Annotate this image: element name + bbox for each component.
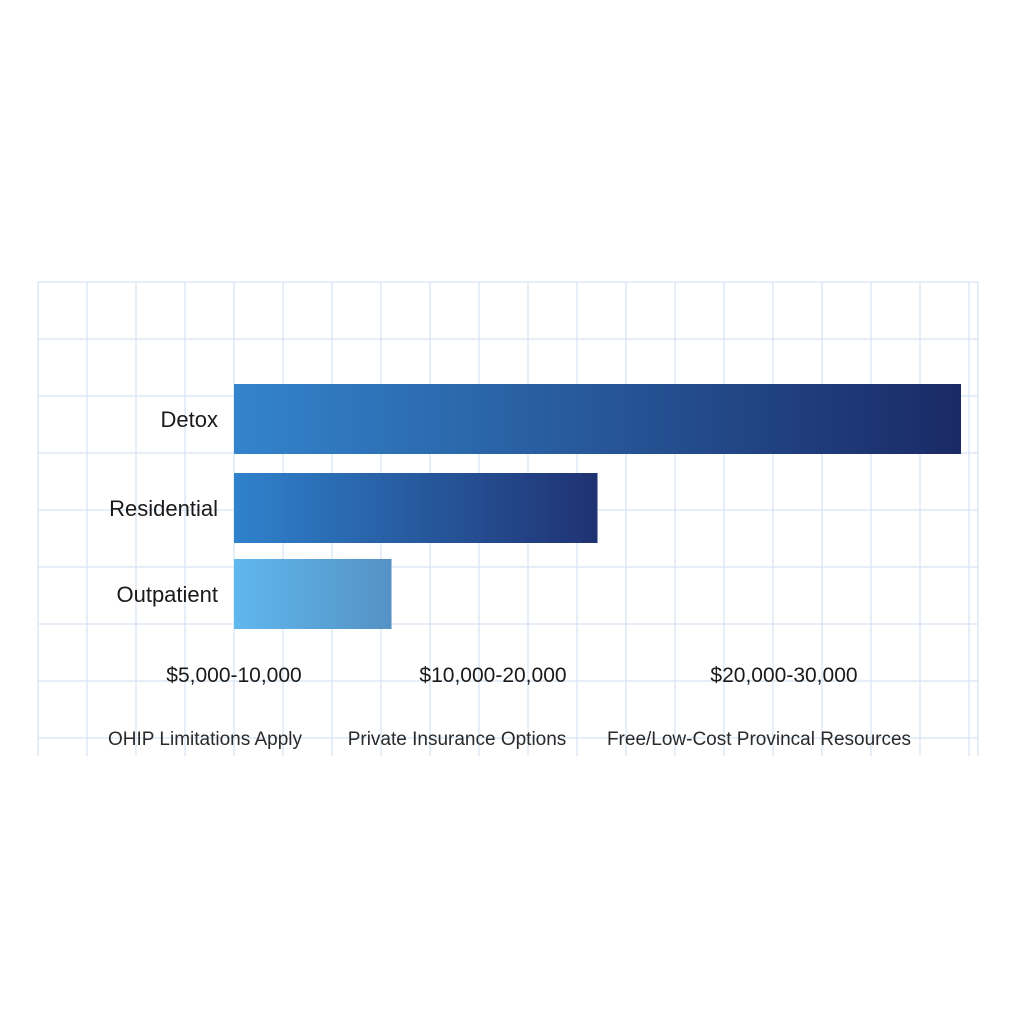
category-label-outpatient: Outpatient [116, 582, 218, 607]
bar-outpatient [234, 559, 392, 629]
x-tick-label-3: $20,000-30,000 [710, 664, 857, 687]
category-labels: Detox Residential Outpatient [109, 407, 218, 607]
x-tick-labels: $5,000-10,000 $10,000-20,000 $20,000-30,… [166, 664, 857, 687]
x-tick-label-2: $10,000-20,000 [419, 664, 566, 687]
category-label-detox: Detox [161, 407, 218, 432]
x-tick-label-1: $5,000-10,000 [166, 664, 301, 687]
bar-residential [234, 473, 598, 543]
annotation-private-insurance: Private Insurance Options [348, 729, 567, 750]
category-label-residential: Residential [109, 496, 218, 521]
bar-detox [234, 384, 961, 454]
bars-group [234, 384, 961, 629]
annotation-labels: OHIP Limitations Apply Private Insurance… [108, 729, 911, 750]
annotation-provincial-resources: Free/Low-Cost Provincal Resources [607, 729, 911, 750]
annotation-ohip: OHIP Limitations Apply [108, 729, 302, 750]
